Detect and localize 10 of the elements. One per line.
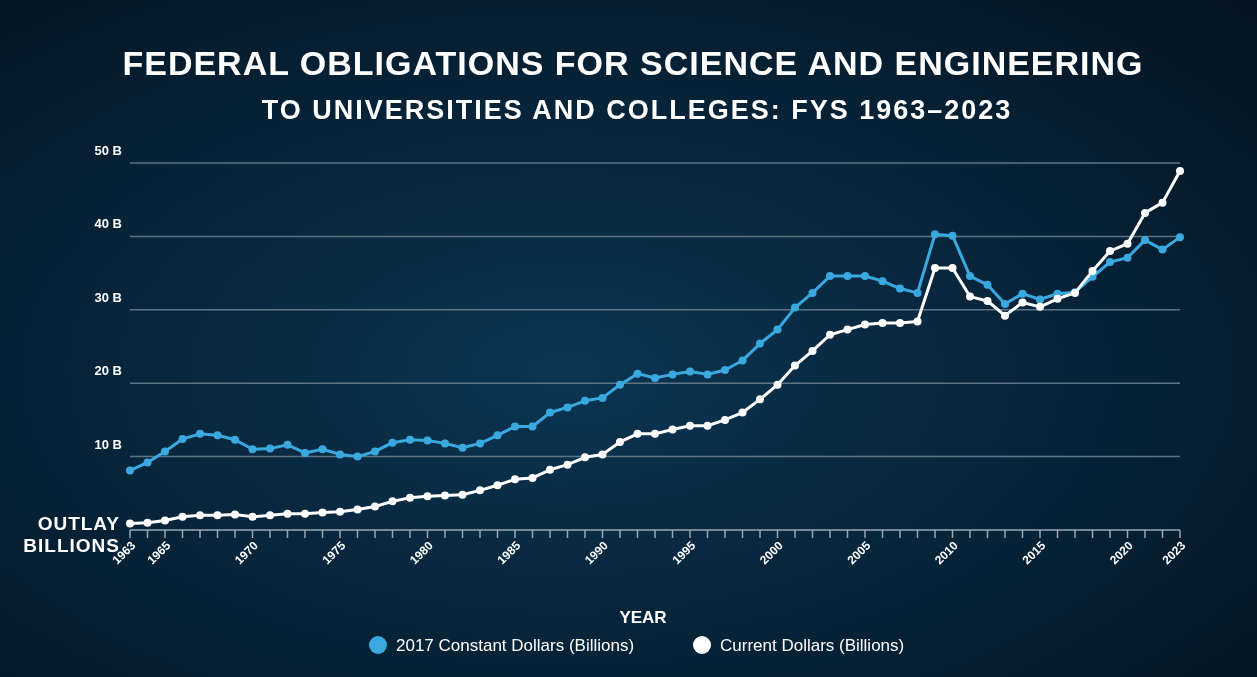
y-tick-label: 10 B: [94, 436, 122, 452]
y-tick-label: 30 B: [94, 289, 122, 305]
y-tick-label: 50 B: [94, 143, 122, 158]
chart-title: FEDERAL OBLIGATIONS FOR SCIENCE AND ENGINEERING: [122, 44, 1144, 82]
chart-subtitle: TO UNIVERSITIES AND COLLEGES: FYS 1963–2023: [261, 95, 1013, 125]
legend-label: Current Dollars (Billions): [720, 636, 905, 655]
y-tick-label: 20 B: [94, 363, 122, 379]
legend-label: 2017 Constant Dollars (Billions): [396, 636, 635, 655]
y-tick-label: 40 B: [94, 216, 122, 232]
x-axis-title: YEAR: [619, 608, 667, 627]
